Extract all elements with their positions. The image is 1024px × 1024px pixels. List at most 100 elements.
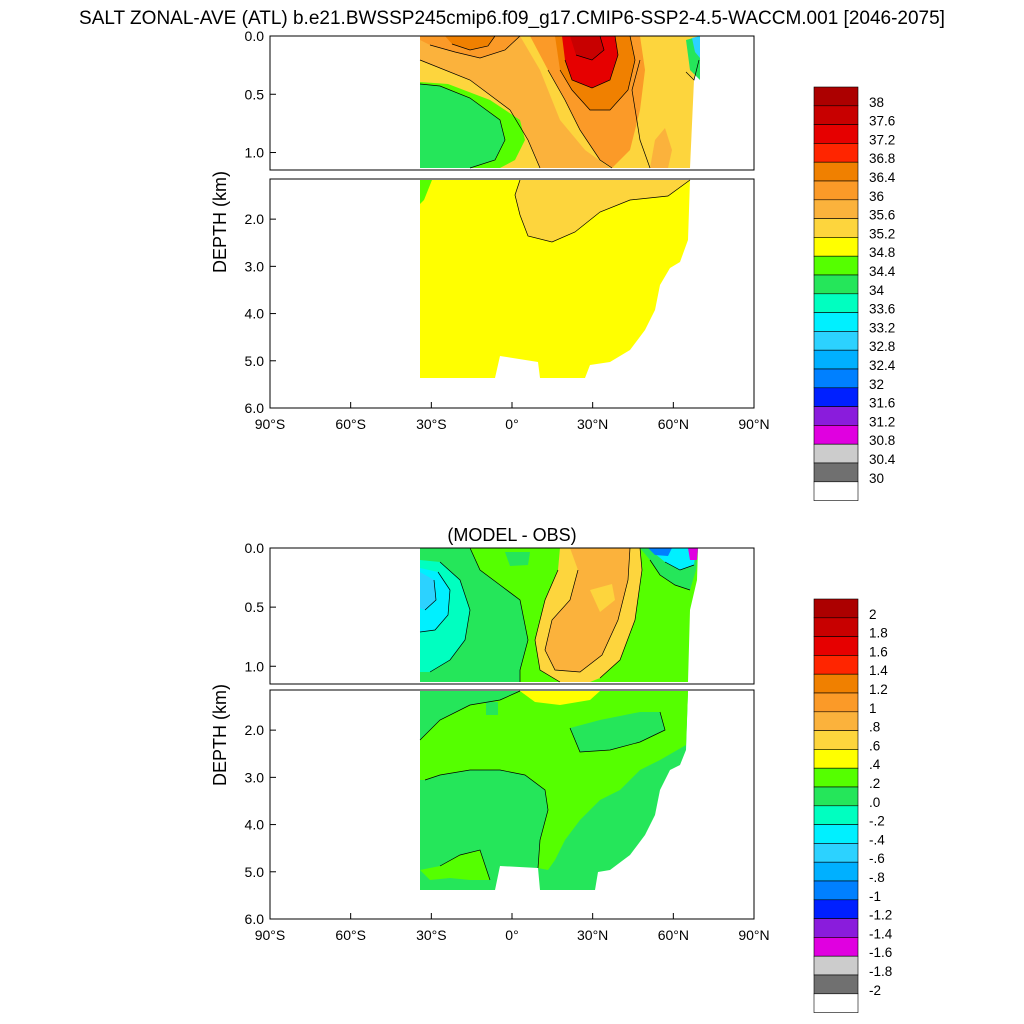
upper-salinity-field xyxy=(420,36,700,168)
colorbar-swatch xyxy=(813,636,859,656)
colorbar-label: -1 xyxy=(869,889,881,904)
y-tick-label: 0.0 xyxy=(245,28,265,44)
colorbar-label: 1.4 xyxy=(869,663,888,678)
upper-difference-field xyxy=(420,548,698,682)
panel-title: (MODEL - OBS) xyxy=(447,525,576,545)
colorbar-label: .2 xyxy=(869,776,880,791)
difference-panel: (MODEL - OBS) 90°S 60°S 30°S 0° 30°N 60°N 90°N… xyxy=(210,525,893,1013)
colorbar-swatch xyxy=(813,937,859,957)
y-axis-label: DEPTH (km) xyxy=(210,684,230,786)
x-tick-label: 0° xyxy=(505,927,518,943)
y-tick-label: 1.0 xyxy=(245,658,265,674)
x-tick-label: 60°N xyxy=(658,927,689,943)
colorbar-swatch xyxy=(813,406,859,426)
x-tick-label: 90°N xyxy=(738,927,769,943)
colorbar-swatch xyxy=(813,692,859,713)
colorbar-label: -.8 xyxy=(869,870,885,885)
colorbar-swatch xyxy=(813,655,859,675)
colorbar-label: 37.2 xyxy=(869,132,895,147)
y-tick-label: 2.0 xyxy=(245,722,265,738)
y-tick-label: 0.5 xyxy=(245,599,265,615)
colorbar-label: 36 xyxy=(869,189,884,204)
colorbar-swatch xyxy=(813,749,859,769)
colorbar-label: 30 xyxy=(869,471,884,486)
colorbar-swatch xyxy=(813,143,859,163)
upper-plot-frame xyxy=(269,547,755,685)
colorbar-label: 1 xyxy=(869,701,877,716)
colorbar-label: 1.6 xyxy=(869,644,888,659)
colorbar-swatch xyxy=(813,767,859,788)
x-tick-label: 90°N xyxy=(738,416,769,432)
lower-salinity-field xyxy=(420,180,690,378)
colorbar-label: -1.8 xyxy=(869,964,892,979)
colorbar-swatch xyxy=(813,293,859,313)
colorbar-swatch xyxy=(813,161,859,182)
colorbar-label: -.4 xyxy=(869,832,885,847)
colorbar-label: 1.2 xyxy=(869,682,888,697)
salinity-contours xyxy=(419,35,700,243)
lower-difference-field xyxy=(420,691,688,890)
colorbar-label: .4 xyxy=(869,757,881,772)
y-tick-label: 6.0 xyxy=(245,400,265,416)
x-tick-label: 60°N xyxy=(658,416,689,432)
colorbar-label: -1.6 xyxy=(869,945,892,960)
colorbar-swatch xyxy=(813,880,859,901)
y-tick-label: 6.0 xyxy=(245,911,265,927)
colorbar-swatch xyxy=(813,974,859,995)
y-axis-label: DEPTH (km) xyxy=(210,171,230,273)
upper-plot-frame xyxy=(269,35,755,171)
colorbar-label: 34.4 xyxy=(869,264,896,279)
colorbar-label: .0 xyxy=(869,795,880,810)
colorbar-swatch xyxy=(813,711,859,731)
x-tick-label: 30°S xyxy=(416,927,447,943)
colorbar-swatch xyxy=(813,180,859,201)
colorbar-label: 35.6 xyxy=(869,208,895,223)
colorbar-swatch xyxy=(813,199,859,219)
x-tick-label: 60°S xyxy=(335,927,366,943)
colorbar-swatch xyxy=(813,349,859,370)
colorbar-swatch xyxy=(813,86,859,107)
x-tick-label: 90°S xyxy=(255,416,286,432)
colorbar-swatch xyxy=(813,237,859,257)
y-tick-label: 4.0 xyxy=(245,306,265,322)
x-tick-label: 30°N xyxy=(577,927,608,943)
colorbar-swatch xyxy=(813,918,859,938)
colorbar-swatch xyxy=(813,786,859,807)
x-tick-label: 60°S xyxy=(335,416,366,432)
colorbar-swatch xyxy=(813,274,859,295)
colorbar-label: 36.8 xyxy=(869,151,895,166)
colorbar-swatch xyxy=(813,255,859,276)
colorbar-label: -1.2 xyxy=(869,908,892,923)
colorbar-label: -1.4 xyxy=(869,926,893,941)
x-tick-label: 30°N xyxy=(577,416,608,432)
colorbar-label: 1.8 xyxy=(869,626,888,641)
colorbar-label: .8 xyxy=(869,720,880,735)
x-tick-label: 90°S xyxy=(255,927,286,943)
colorbar-label: .6 xyxy=(869,738,880,753)
colorbar-swatch xyxy=(813,124,859,144)
colorbar-label: 33.2 xyxy=(869,320,895,335)
colorbar-swatch xyxy=(813,425,859,445)
colorbar-swatch xyxy=(813,598,859,619)
colorbar-swatch xyxy=(813,730,859,750)
y-tick-label: 3.0 xyxy=(245,769,265,785)
y-tick-label: 4.0 xyxy=(245,817,265,833)
colorbar-label: -2 xyxy=(869,983,881,998)
page-title: SALT ZONAL-AVE (ATL) b.e21.BWSSP245cmip6… xyxy=(79,8,945,29)
salinity-panel: 90°S 60°S 30°S 0° 30°N 60°N 90°N 0.0 0.5 1.0 2.0 3.… xyxy=(210,28,896,501)
colorbar-swatch xyxy=(813,843,859,863)
colorbar-label: -.6 xyxy=(869,851,885,866)
x-tick-label: 0° xyxy=(505,416,518,432)
colorbar-swatch xyxy=(813,617,859,637)
colorbar-swatch xyxy=(813,312,859,332)
colorbar-label: 34 xyxy=(869,283,885,298)
colorbar-swatch xyxy=(813,443,859,464)
colorbar-label: 2 xyxy=(869,607,877,622)
colorbar-label: 35.2 xyxy=(869,226,895,241)
colorbar-label: 30.4 xyxy=(869,452,896,467)
colorbar-label: 32.4 xyxy=(869,358,896,373)
colorbar-swatch xyxy=(813,368,859,389)
colorbar-swatch xyxy=(813,387,859,407)
y-tick-label: 0.0 xyxy=(245,540,265,556)
